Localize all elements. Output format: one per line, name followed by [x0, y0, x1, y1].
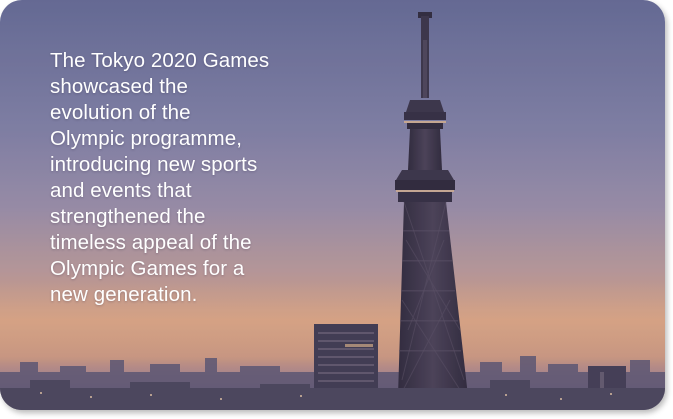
card-caption: The Tokyo 2020 Games showcased the evolu… [50, 49, 270, 306]
skytree-silhouette [395, 12, 468, 397]
story-card: The Tokyo 2020 Games showcased the evolu… [0, 0, 665, 410]
tokyo-skytree-dusk-photo [0, 0, 665, 410]
